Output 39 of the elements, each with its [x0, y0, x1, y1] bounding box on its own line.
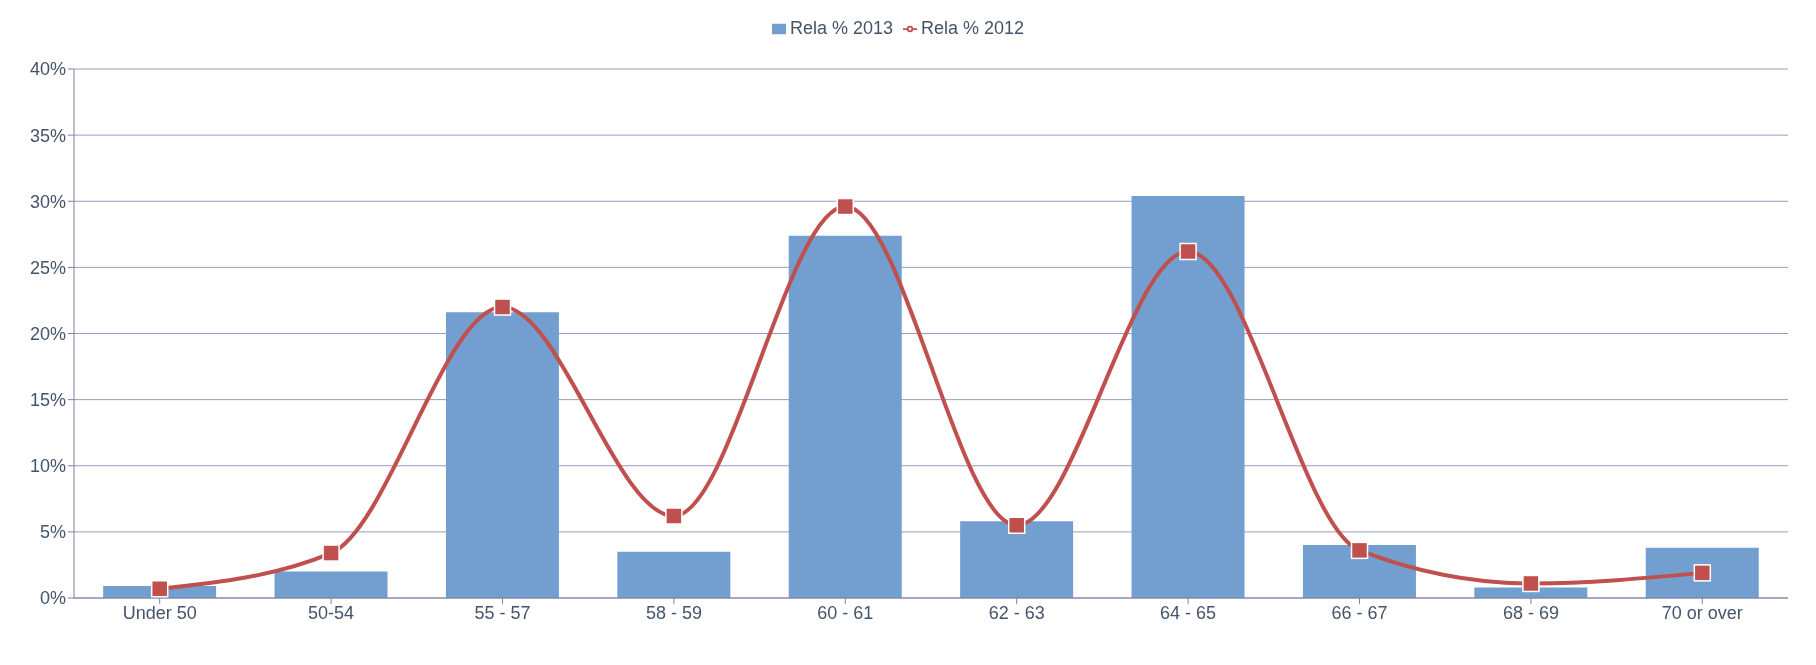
point: [665, 507, 683, 525]
x-tick-label: 60 - 61: [817, 602, 874, 623]
bar: [1645, 547, 1759, 598]
y-tick-label: 35%: [29, 125, 66, 146]
y-tick-label: 30%: [29, 191, 66, 212]
x-tick-label: Under 50: [122, 602, 197, 623]
x-tick-label: 66 - 67: [1331, 602, 1388, 623]
y-tick-label: 15%: [29, 390, 66, 411]
x-tick-label: 50-54: [308, 602, 355, 623]
point: [1179, 242, 1197, 261]
bar: [617, 551, 731, 598]
y-tick-label: 20%: [29, 323, 66, 344]
point: [150, 579, 169, 598]
legend-label: Rela % 2013: [789, 18, 893, 38]
y-tick-label: 40%: [29, 59, 66, 80]
bar: [1131, 195, 1245, 598]
y-tick-label: 10%: [29, 456, 66, 477]
point: [1350, 541, 1369, 560]
bar: [274, 571, 388, 598]
y-tick-label: 5%: [39, 522, 66, 543]
point: [493, 298, 512, 316]
point: [836, 197, 855, 216]
y-tick-label: 0%: [39, 588, 66, 609]
x-tick-label: 62 - 63: [988, 602, 1045, 623]
point: [1007, 516, 1026, 535]
bar: [788, 235, 902, 598]
point: [1693, 564, 1712, 582]
bar: [445, 312, 559, 598]
x-tick-label: 68 - 69: [1502, 602, 1559, 623]
y-tick-label: 25%: [29, 257, 66, 278]
x-tick-label: 55 - 57: [474, 602, 531, 623]
bar: [960, 521, 1074, 598]
x-tick-label: 58 - 59: [645, 602, 702, 623]
point: [1522, 574, 1540, 593]
legend-label: Rela % 2012: [921, 18, 1025, 38]
x-tick-label: 64 - 65: [1160, 602, 1217, 623]
point: [322, 544, 340, 562]
bar: [1302, 545, 1416, 598]
x-tick-label: 70 or over: [1661, 602, 1743, 623]
